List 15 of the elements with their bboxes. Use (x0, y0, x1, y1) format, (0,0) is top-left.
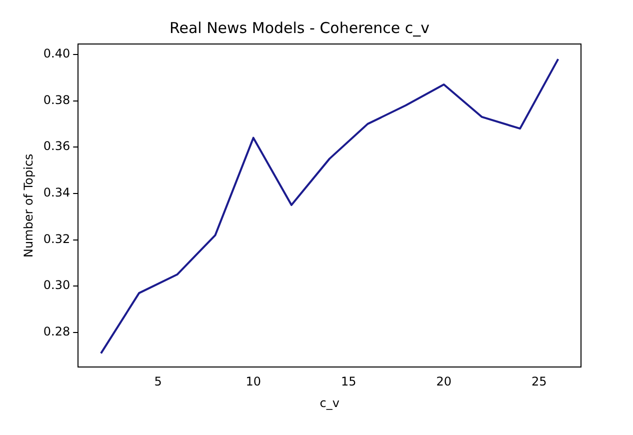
x-tick-label: 10 (246, 374, 262, 389)
y-tick-label: 0.36 (43, 139, 70, 154)
x-tick-label: 25 (531, 374, 547, 389)
x-tick-label: 5 (154, 374, 162, 389)
y-tick-label: 0.38 (43, 92, 70, 107)
y-tick-label: 0.30 (43, 278, 70, 292)
x-axis-title: c_v (320, 396, 340, 410)
y-tick-label: 0.40 (43, 46, 70, 61)
y-axis-title: Number of Topics (21, 154, 36, 258)
x-tick-label: 15 (340, 374, 356, 389)
chart-title: Real News Models - Coherence c_v (169, 18, 430, 37)
y-tick-label: 0.28 (43, 324, 70, 339)
x-tick-label: 20 (436, 374, 452, 389)
y-tick-label: 0.34 (43, 186, 70, 200)
y-tick-label: 0.32 (43, 232, 70, 246)
